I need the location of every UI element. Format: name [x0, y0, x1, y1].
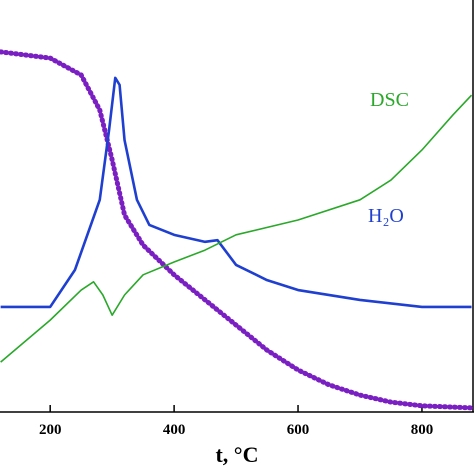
- x-tick-label: 200: [39, 422, 62, 438]
- series-line: [0, 76, 472, 309]
- series-label: DSC: [370, 89, 409, 111]
- series-line: [0, 49, 474, 411]
- x-tick-label: 400: [163, 422, 186, 438]
- series-line: [0, 94, 473, 363]
- x-tick-label: 600: [287, 422, 310, 438]
- x-axis-label: t, °C: [215, 442, 258, 467]
- x-tick-label: 800: [411, 422, 434, 438]
- series-label: H₂O: [368, 205, 404, 227]
